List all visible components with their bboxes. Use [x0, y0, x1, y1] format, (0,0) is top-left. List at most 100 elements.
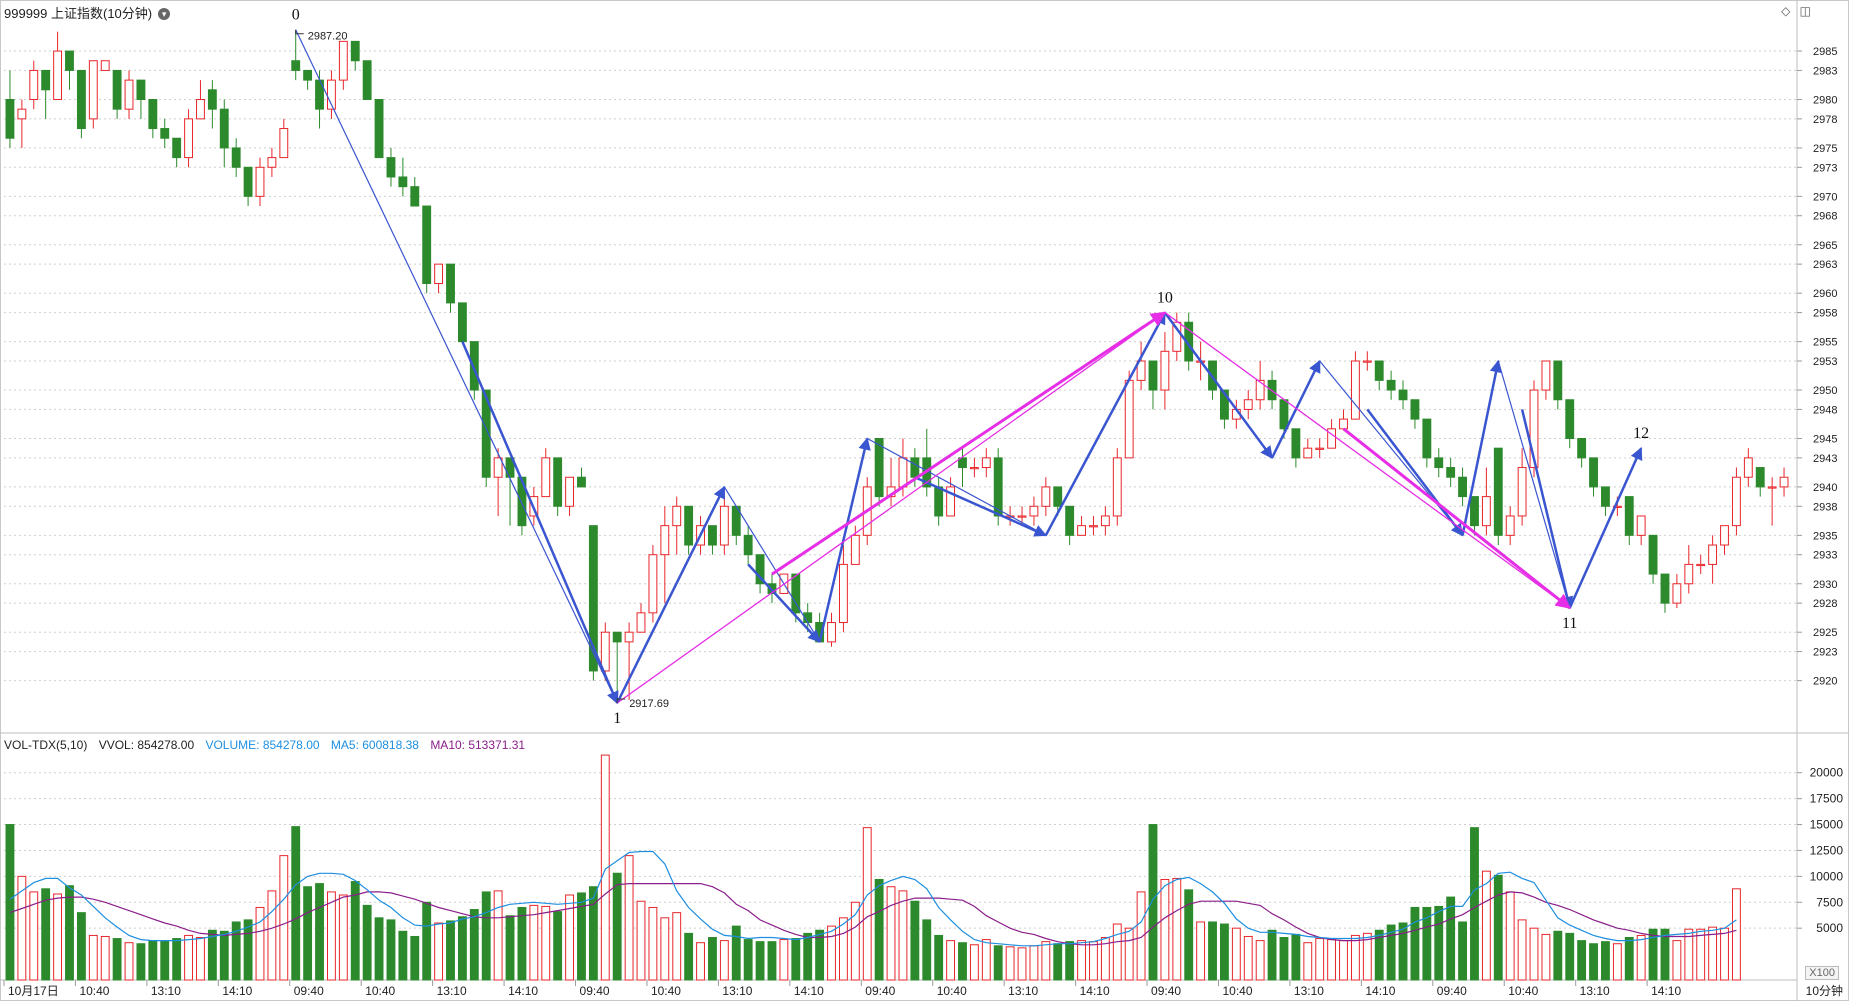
volume-bar-up: [660, 917, 670, 981]
vol-vvol-value: VVOL: 854278.00: [98, 738, 195, 752]
volume-bar-up: [196, 937, 205, 981]
volume-bar-down: [1493, 874, 1503, 981]
volume-bar-up: [17, 875, 27, 981]
volume-bar-down: [684, 932, 694, 981]
volume-bar-up: [279, 855, 289, 981]
price-tick-label: 2985: [1813, 46, 1837, 58]
volume-bar-down: [612, 872, 622, 981]
wave-label: 0: [292, 7, 300, 24]
candle-up: [184, 118, 193, 159]
time-tick-label: 14:10: [794, 984, 824, 998]
wave-arrow: [1044, 311, 1167, 536]
candle-down: [1565, 399, 1575, 439]
volume-bar-up: [1089, 941, 1098, 981]
candle-up: [827, 622, 836, 643]
volume-bar-down: [1148, 824, 1158, 981]
chart-title[interactable]: 999999 上证指数(10分钟) ▾: [4, 3, 171, 22]
wave-arrow: [1270, 359, 1321, 459]
volume-bar-up: [29, 891, 39, 981]
volume-bar-down: [160, 940, 170, 981]
volume-tick-label: 15000: [1810, 818, 1844, 832]
price-tick-label: 2978: [1813, 114, 1837, 126]
candle-down: [207, 89, 217, 110]
candle-up: [1350, 360, 1360, 420]
chart-title-text: 999999 上证指数(10分钟): [4, 6, 153, 21]
candle-up: [1029, 505, 1039, 517]
volume-bar-up: [850, 901, 860, 981]
volume-bar-down: [243, 919, 253, 981]
volume-bar-up: [1231, 927, 1241, 981]
volume-bar-up: [1362, 932, 1372, 981]
wave-arrow: [461, 341, 619, 705]
volume-bar-down: [1589, 943, 1598, 981]
volume-bar-up: [600, 754, 610, 981]
vol-volume-value: VOLUME: 854278.00: [205, 738, 320, 752]
volume-bar-down: [1470, 827, 1479, 981]
candle-down: [708, 525, 717, 546]
price-tick-label: 2968: [1813, 211, 1837, 223]
volume-bar-up: [1541, 933, 1551, 981]
time-tick-label: 13:10: [1580, 984, 1610, 998]
wave-arrow: [914, 476, 1047, 537]
chevron-down-icon[interactable]: ▾: [158, 8, 171, 20]
volume-bar-down: [5, 824, 15, 981]
time-tick-label: 09:40: [1437, 984, 1467, 998]
time-tick-label: 10:40: [651, 984, 681, 998]
volume-bar-up: [529, 904, 539, 981]
volume-bar-up: [53, 893, 63, 981]
candle-down: [958, 457, 967, 469]
volume-bar-up: [1731, 888, 1741, 981]
volume-bar-down: [743, 939, 753, 981]
volume-bar-down: [386, 919, 396, 981]
candle-up: [1160, 350, 1170, 391]
vol-indicator-name[interactable]: VOL-TDX(5,10): [4, 738, 88, 752]
candle-down: [1291, 428, 1301, 459]
volume-bar-down: [1648, 928, 1658, 981]
volume-bar-down: [291, 826, 301, 981]
candle-down: [1553, 360, 1563, 401]
wave-line: [723, 486, 821, 643]
price-tick-label: 2970: [1813, 191, 1837, 203]
price-tick-label: 2923: [1813, 647, 1837, 659]
candle-down: [243, 166, 253, 197]
time-tick-label: 09:40: [865, 984, 895, 998]
price-tick-label: 2920: [1813, 676, 1837, 688]
candle-up: [53, 50, 63, 100]
price-tick-label: 2965: [1813, 240, 1837, 252]
price-tick-label: 2950: [1813, 385, 1837, 397]
candle-up: [719, 505, 729, 546]
time-tick-label: 09:40: [294, 984, 324, 998]
candle-down: [148, 98, 158, 130]
candle-up: [636, 612, 646, 633]
candle-down: [1386, 379, 1396, 391]
panel-icon[interactable]: ◫: [1799, 4, 1811, 18]
price-tick-label: 2935: [1813, 530, 1837, 542]
volume-bar-down: [76, 912, 86, 981]
candle-down: [993, 457, 1003, 517]
wave-line: [1497, 360, 1571, 609]
candle-down: [457, 302, 467, 343]
candle-down: [5, 98, 15, 139]
candle-up: [1017, 515, 1027, 518]
wave-line: [295, 29, 618, 704]
volume-bar-up: [493, 890, 503, 981]
candle-down: [1589, 457, 1598, 488]
volume-bar-down: [362, 904, 372, 981]
candle-down: [1374, 360, 1384, 381]
candle-down: [1398, 389, 1408, 401]
volume-bar-up: [1005, 946, 1015, 981]
volume-bar-down: [469, 909, 479, 981]
candle-down: [1065, 505, 1075, 536]
volume-bar-up: [719, 940, 729, 981]
volume-bar-down: [1291, 933, 1301, 981]
diamond-icon[interactable]: ◇: [1781, 4, 1791, 18]
volume-bar-up: [624, 855, 634, 981]
wave-arrow: [1366, 408, 1464, 537]
volume-bar-up: [184, 934, 193, 981]
volume-bar-up: [1505, 891, 1515, 981]
volume-bar-down: [815, 929, 825, 981]
period-label: 10分钟: [1806, 983, 1843, 998]
volume-bar-up: [672, 912, 682, 981]
candle-down: [1648, 534, 1658, 575]
